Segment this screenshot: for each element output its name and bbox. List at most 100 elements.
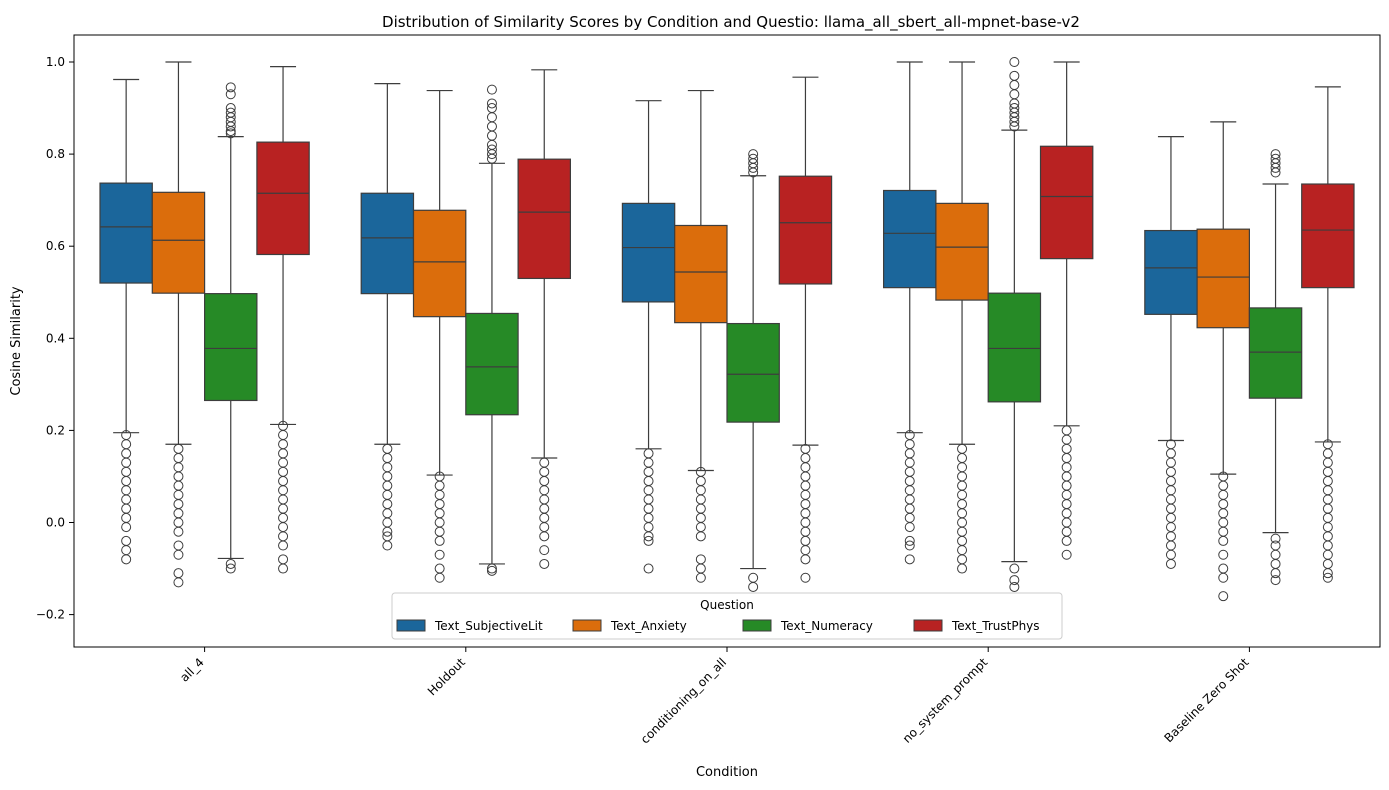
outlier-point [1061, 526, 1072, 537]
outlier-point [1218, 517, 1229, 528]
outlier-point [382, 489, 393, 500]
outlier-point [486, 153, 497, 164]
y-axis: −0.2 0.0 0.2 0.4 0.6 0.8 1.0 [36, 55, 74, 622]
outlier-point [800, 554, 811, 565]
outlier-point [434, 535, 445, 546]
box-iqr [204, 293, 258, 402]
outlier-point [539, 558, 550, 569]
outlier-point [382, 508, 393, 519]
outlier-point [382, 540, 393, 551]
outlier-point [1218, 549, 1229, 560]
legend-swatch [572, 619, 602, 632]
outlier-point [957, 453, 968, 464]
outlier-point [1009, 80, 1020, 91]
outlier-point [278, 554, 289, 565]
legend-frame [391, 592, 1063, 640]
box-group [204, 82, 258, 574]
box-iqr [726, 322, 780, 423]
outlier-point [225, 82, 236, 93]
x-tick-label: conditioning_on_all [638, 655, 729, 746]
outlier-point [539, 531, 550, 542]
outlier-point [904, 439, 915, 450]
outlier-point [278, 485, 289, 496]
legend-title: Question [700, 598, 754, 612]
outlier-point [904, 485, 915, 496]
outlier-point [748, 162, 759, 173]
outlier-point [1165, 448, 1176, 459]
outlier-point [539, 485, 550, 496]
outlier-point [904, 503, 915, 514]
outlier-point [121, 494, 132, 505]
outlier-point [1322, 512, 1333, 523]
x-tick-label: Holdout [425, 655, 468, 698]
outlier-point [225, 563, 236, 574]
outlier-point [434, 526, 445, 537]
outlier-point [695, 563, 706, 574]
outlier-point [1009, 70, 1020, 81]
outlier-point [278, 476, 289, 487]
outlier-point [173, 540, 184, 551]
box-iqr [151, 191, 206, 294]
outlier-point [957, 508, 968, 519]
outlier-point [1218, 508, 1229, 519]
outlier-point [695, 572, 706, 583]
outlier-point [904, 476, 915, 487]
outlier-point [1061, 462, 1072, 473]
legend-label: Text_Numeracy [780, 619, 873, 633]
box-iqr [882, 189, 937, 289]
outlier-point [486, 565, 497, 576]
outlier-point [1165, 558, 1176, 569]
outlier-point [173, 568, 184, 579]
outlier-point [173, 517, 184, 528]
box-group [778, 76, 833, 583]
box-group [151, 61, 206, 588]
y-axis-label: Cosine Similarity [9, 286, 24, 396]
outlier-point [539, 466, 550, 477]
outlier-point [1218, 489, 1229, 500]
outlier-point [1061, 489, 1072, 500]
outlier-point [904, 540, 915, 551]
outlier-point [173, 489, 184, 500]
box-group [1301, 86, 1355, 583]
outlier-point [121, 535, 132, 546]
outlier-point [225, 128, 236, 139]
outlier-point [1009, 121, 1020, 132]
outlier-point [121, 466, 132, 477]
outlier-point [643, 522, 654, 533]
y-tick-label: 0.0 [46, 516, 65, 530]
outlier-point [800, 508, 811, 519]
outlier-point [1322, 558, 1333, 569]
box-group [882, 61, 937, 565]
outlier-point [1061, 471, 1072, 482]
outlier-point [121, 448, 132, 459]
outlier-point [643, 466, 654, 477]
outlier-point [486, 130, 497, 141]
outlier-point [695, 476, 706, 487]
outlier-point [278, 503, 289, 514]
box-group [412, 89, 467, 583]
outlier-point [1165, 485, 1176, 496]
outlier-point [957, 471, 968, 482]
outlier-point [1061, 499, 1072, 510]
outlier-point [800, 471, 811, 482]
legend-label: Text_TrustPhys [951, 619, 1040, 633]
outlier-point [278, 540, 289, 551]
outlier-point [1270, 533, 1281, 544]
outlier-point [121, 545, 132, 556]
outlier-point [695, 512, 706, 523]
box-group [621, 100, 676, 574]
outlier-point [1165, 494, 1176, 505]
box-iqr [935, 202, 989, 301]
outlier-point [1165, 512, 1176, 523]
outlier-point [957, 545, 968, 556]
outlier-point [957, 526, 968, 537]
outlier-point [121, 512, 132, 523]
outlier-point [278, 439, 289, 450]
outlier-point [1322, 494, 1333, 505]
outlier-point [434, 572, 445, 583]
outlier-point [278, 522, 289, 533]
box-iqr [517, 158, 571, 280]
outlier-point [382, 453, 393, 464]
y-tick-label: −0.2 [36, 608, 65, 622]
box-group [1248, 149, 1303, 586]
